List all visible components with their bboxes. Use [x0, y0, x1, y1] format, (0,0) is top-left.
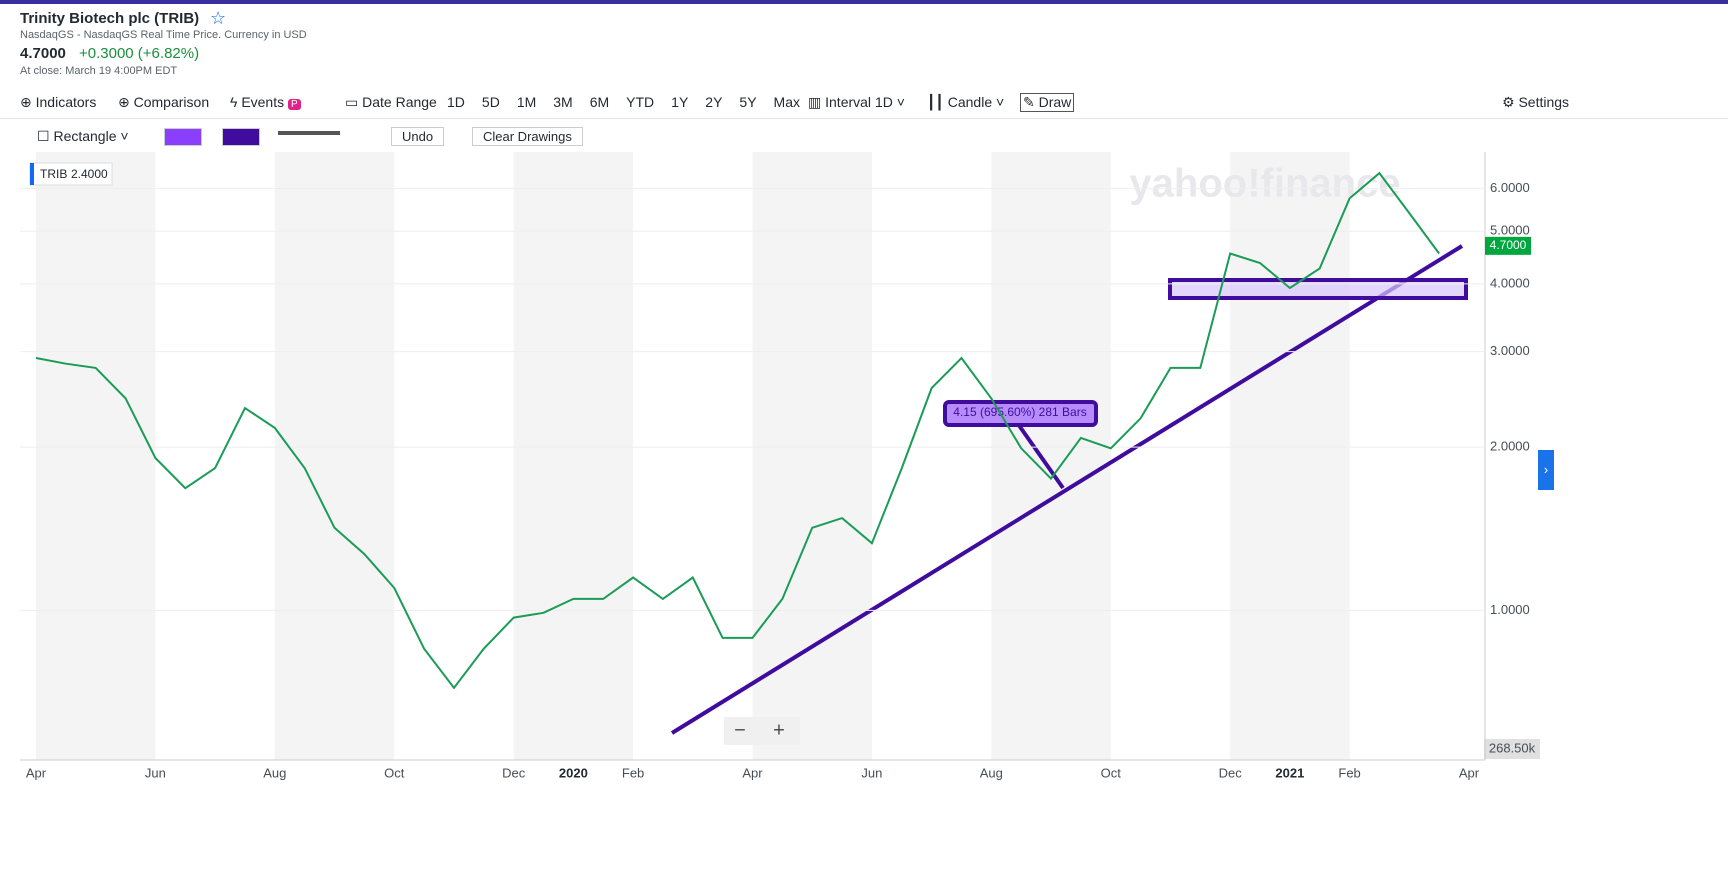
- range-button[interactable]: 1D: [447, 94, 465, 110]
- indicators-button[interactable]: ⊕ Indicators: [20, 94, 97, 110]
- last-price-tag: [1485, 236, 1531, 255]
- rectangle-drawing: [1168, 278, 1468, 300]
- x-tick-label: Apr: [742, 765, 763, 780]
- label: Settings: [1518, 94, 1570, 110]
- label: Rectangle: [53, 128, 117, 144]
- volume-label: 268.50k: [1489, 740, 1536, 755]
- label: Candle: [947, 94, 993, 110]
- value: 1D: [874, 94, 893, 110]
- x-tick-label: Feb: [622, 765, 644, 780]
- undo-button[interactable]: Undo: [391, 127, 445, 146]
- price: 4.7000: [20, 45, 66, 62]
- label: Events: [241, 94, 285, 110]
- comparison-button[interactable]: ⊕ Comparison: [118, 94, 210, 110]
- zoom-in[interactable]: +: [773, 719, 785, 741]
- range-button[interactable]: YTD: [626, 94, 655, 110]
- x-tick-label: Oct: [1101, 765, 1122, 780]
- range-button[interactable]: 5D: [481, 94, 500, 110]
- exchange: NasdaqGS - NasdaqGS Real Time Price. Cur…: [20, 29, 307, 41]
- top-bar: [0, 0, 1728, 4]
- range-button[interactable]: 6M: [589, 94, 610, 110]
- clear-button[interactable]: Clear Drawings: [472, 127, 583, 146]
- range-button[interactable]: Max: [773, 94, 800, 110]
- measure-box: [943, 400, 1098, 427]
- range-button[interactable]: 1M: [516, 94, 537, 110]
- draw-button[interactable]: ✎ Draw: [1020, 93, 1075, 112]
- x-tick-label: 2020: [559, 765, 588, 780]
- close-time: At close: March 19 4:00PM EDT: [20, 65, 178, 77]
- line-width[interactable]: [278, 131, 340, 135]
- label: Interval: [825, 94, 872, 110]
- date-range-button[interactable]: ▭ Date Range: [345, 94, 437, 110]
- range-button[interactable]: 1Y: [671, 94, 689, 110]
- x-tick-label: 2021: [1275, 765, 1304, 780]
- volume-box: [1484, 739, 1540, 759]
- label: Indicators: [35, 94, 97, 110]
- zoom-controls: − +: [724, 717, 800, 745]
- fill-color[interactable]: [164, 128, 202, 146]
- y-tick-label: 5.0000: [1490, 223, 1530, 238]
- divider: [0, 118, 1728, 119]
- zoom-bg: [724, 717, 800, 745]
- x-tick-label: Aug: [980, 765, 1003, 780]
- side-toggle[interactable]: ›: [1538, 450, 1554, 490]
- label: Date Range: [362, 94, 437, 110]
- y-tick-label: 1.0000: [1490, 602, 1530, 617]
- month-band: [991, 152, 1111, 760]
- range-button[interactable]: 2Y: [705, 94, 723, 110]
- month-band: [274, 152, 395, 760]
- legend-value: 2.4000: [71, 167, 108, 181]
- settings-button[interactable]: ⚙ Settings: [1502, 94, 1570, 110]
- x-tick-label: Jun: [861, 765, 882, 780]
- x-tick-label: Apr: [26, 765, 47, 780]
- x-tick-label: Dec: [502, 765, 526, 780]
- month-band: [513, 152, 634, 760]
- interval-button[interactable]: ▥ Interval 1D ˅: [808, 94, 905, 110]
- month-band: [1230, 152, 1350, 760]
- legend-accent: [30, 163, 34, 185]
- y-tick-label: 6.0000: [1490, 180, 1530, 195]
- chart: yahoo!finance TRIB 2.4000 4.15 (695.60%)…: [20, 152, 1540, 780]
- title: Trinity Biotech plc (TRIB): [20, 10, 200, 27]
- range-list: 1D 5D 1M 3M 6M YTD 1Y 2Y 5Y Max: [447, 94, 817, 110]
- chart-style-button[interactable]: ┃┃ Candle ˅: [927, 94, 1005, 110]
- zoom-out[interactable]: −: [734, 719, 746, 741]
- star[interactable]: ☆: [210, 8, 227, 28]
- x-tick-label: Dec: [1219, 765, 1243, 780]
- last-price-label: 4.7000: [1490, 238, 1527, 252]
- x-tick-label: Feb: [1338, 765, 1360, 780]
- watermark: yahoo!finance: [1129, 162, 1400, 206]
- month-band: [752, 152, 872, 760]
- label: Draw: [1038, 94, 1072, 110]
- bands: [36, 152, 1350, 760]
- y-tick-label: 2.0000: [1490, 439, 1530, 454]
- label: Comparison: [133, 94, 210, 110]
- stroke-color[interactable]: [222, 128, 260, 146]
- shape-select[interactable]: ☐ Rectangle ˅: [37, 128, 129, 144]
- month-band: [36, 152, 156, 760]
- change: +0.3000 (+6.82%): [79, 45, 200, 62]
- x-tick-label: Aug: [263, 765, 286, 780]
- range-button[interactable]: 5Y: [739, 94, 757, 110]
- measure-pointer: [1016, 422, 1065, 490]
- price-line: [35, 171, 1440, 690]
- trend-line: [670, 244, 1464, 735]
- y-tick-label: 4.0000: [1490, 275, 1530, 290]
- x-tick-label: Oct: [384, 765, 405, 780]
- x-tick-label: Jun: [145, 765, 166, 780]
- y-tick-label: 3.0000: [1490, 343, 1530, 358]
- events-button[interactable]: ϟ Events P: [230, 94, 301, 110]
- legend-label: TRIB: [40, 167, 67, 181]
- measure-label: 4.15 (695.60%) 281 Bars: [953, 405, 1086, 419]
- range-button[interactable]: 3M: [553, 94, 573, 110]
- x-tick-label: Apr: [1459, 765, 1480, 780]
